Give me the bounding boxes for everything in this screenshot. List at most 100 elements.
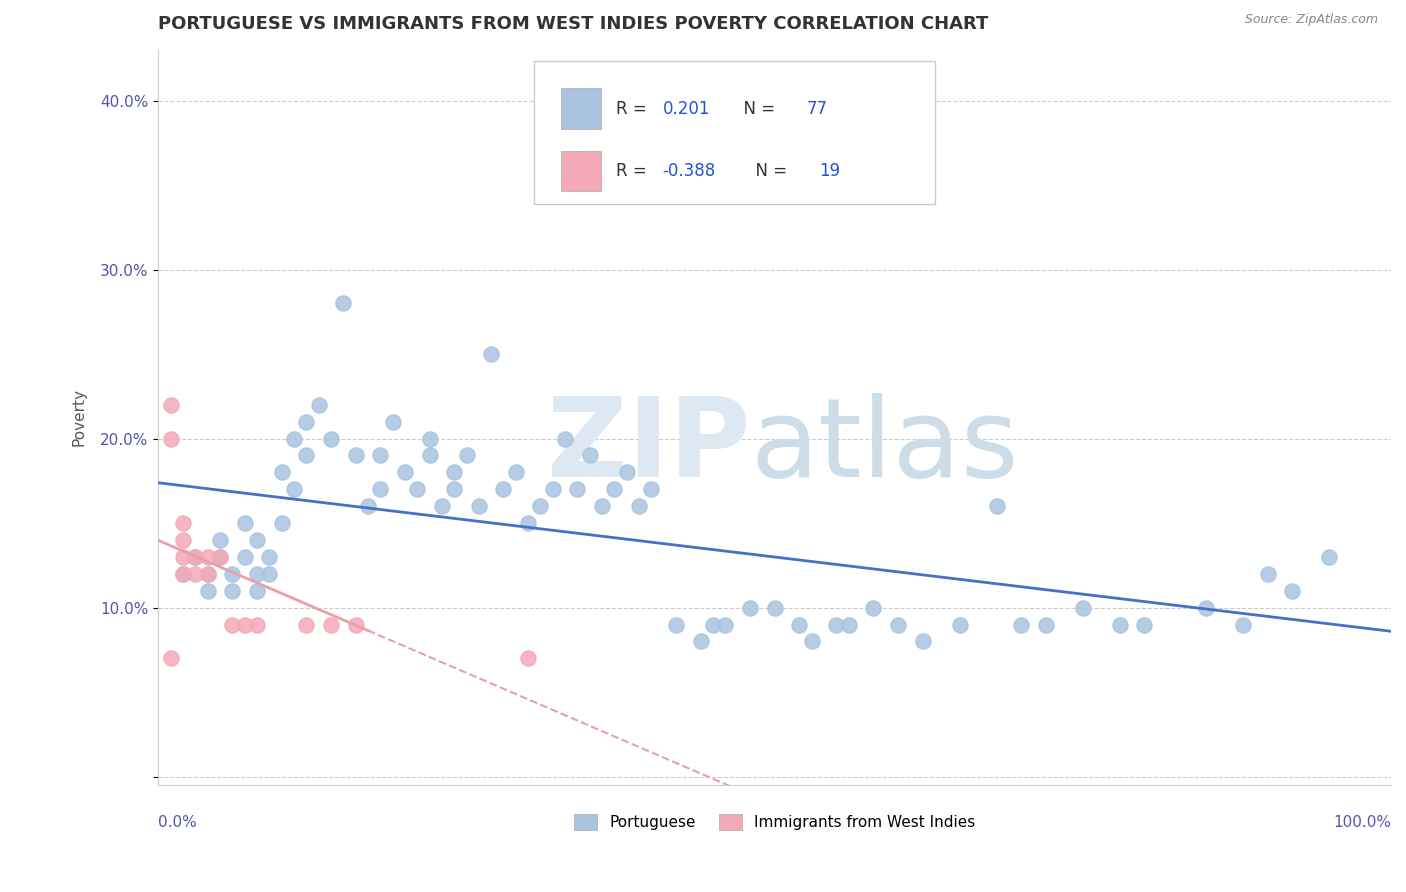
Point [319, 617, 342, 632]
Text: 0.0%: 0.0% [159, 814, 197, 830]
Point [628, 499, 651, 513]
Text: N =: N = [745, 162, 793, 180]
Point [554, 432, 576, 446]
Point [184, 549, 207, 564]
Point [246, 533, 269, 547]
Point [825, 617, 848, 632]
Point [295, 415, 318, 429]
Point [1108, 617, 1130, 632]
Point [394, 466, 416, 480]
Point [208, 549, 231, 564]
Point [172, 533, 194, 547]
Point [468, 499, 491, 513]
Point [578, 449, 600, 463]
Text: 77: 77 [807, 100, 828, 118]
Point [283, 483, 305, 497]
Point [616, 466, 638, 480]
Point [308, 398, 330, 412]
FancyBboxPatch shape [561, 88, 600, 128]
Point [259, 566, 281, 581]
Point [270, 466, 292, 480]
Point [184, 549, 207, 564]
Point [887, 617, 910, 632]
Point [233, 516, 256, 530]
Point [208, 533, 231, 547]
Point [505, 466, 527, 480]
Point [862, 600, 884, 615]
Point [208, 549, 231, 564]
Point [986, 499, 1008, 513]
Text: -0.388: -0.388 [662, 162, 716, 180]
Point [233, 617, 256, 632]
Point [689, 634, 711, 648]
Point [159, 432, 181, 446]
Text: ZIP: ZIP [547, 393, 749, 500]
Point [640, 483, 662, 497]
Point [344, 449, 367, 463]
Point [665, 617, 688, 632]
Point [197, 549, 219, 564]
Point [591, 499, 613, 513]
Text: R =: R = [616, 162, 651, 180]
Point [368, 483, 391, 497]
Point [1281, 583, 1303, 598]
Point [381, 415, 404, 429]
Text: N =: N = [733, 100, 780, 118]
Point [763, 600, 786, 615]
Point [443, 466, 465, 480]
Text: atlas: atlas [749, 393, 1018, 500]
Point [233, 549, 256, 564]
Point [197, 566, 219, 581]
Y-axis label: Poverty: Poverty [72, 388, 86, 447]
Point [246, 583, 269, 598]
Point [1232, 617, 1254, 632]
Text: 0.201: 0.201 [662, 100, 710, 118]
Point [406, 483, 429, 497]
Point [197, 583, 219, 598]
Point [714, 617, 737, 632]
Point [184, 566, 207, 581]
Text: PORTUGUESE VS IMMIGRANTS FROM WEST INDIES POVERTY CORRELATION CHART: PORTUGUESE VS IMMIGRANTS FROM WEST INDIE… [159, 15, 988, 33]
Point [159, 398, 181, 412]
Point [221, 583, 243, 598]
Point [259, 549, 281, 564]
Point [357, 499, 380, 513]
Point [800, 634, 823, 648]
Text: Source: ZipAtlas.com: Source: ZipAtlas.com [1244, 13, 1378, 27]
Text: 19: 19 [820, 162, 841, 180]
FancyBboxPatch shape [561, 151, 600, 192]
Point [295, 449, 318, 463]
Point [1071, 600, 1094, 615]
Point [159, 651, 181, 665]
Point [368, 449, 391, 463]
Point [419, 432, 441, 446]
Text: R =: R = [616, 100, 651, 118]
Point [172, 516, 194, 530]
Point [479, 347, 502, 361]
Point [221, 566, 243, 581]
Point [221, 617, 243, 632]
Point [332, 296, 354, 310]
Point [517, 651, 540, 665]
Point [319, 432, 342, 446]
Point [246, 566, 269, 581]
Point [1010, 617, 1032, 632]
Point [456, 449, 478, 463]
Point [270, 516, 292, 530]
Point [430, 499, 453, 513]
Point [948, 617, 970, 632]
Point [541, 483, 564, 497]
Point [738, 600, 761, 615]
Point [603, 483, 626, 497]
Point [197, 566, 219, 581]
FancyBboxPatch shape [534, 61, 935, 204]
Point [443, 483, 465, 497]
Point [1133, 617, 1156, 632]
Point [246, 617, 269, 632]
Point [283, 432, 305, 446]
Point [838, 617, 860, 632]
Text: 100.0%: 100.0% [1333, 814, 1391, 830]
Point [1257, 566, 1279, 581]
Point [1317, 549, 1340, 564]
Point [172, 566, 194, 581]
